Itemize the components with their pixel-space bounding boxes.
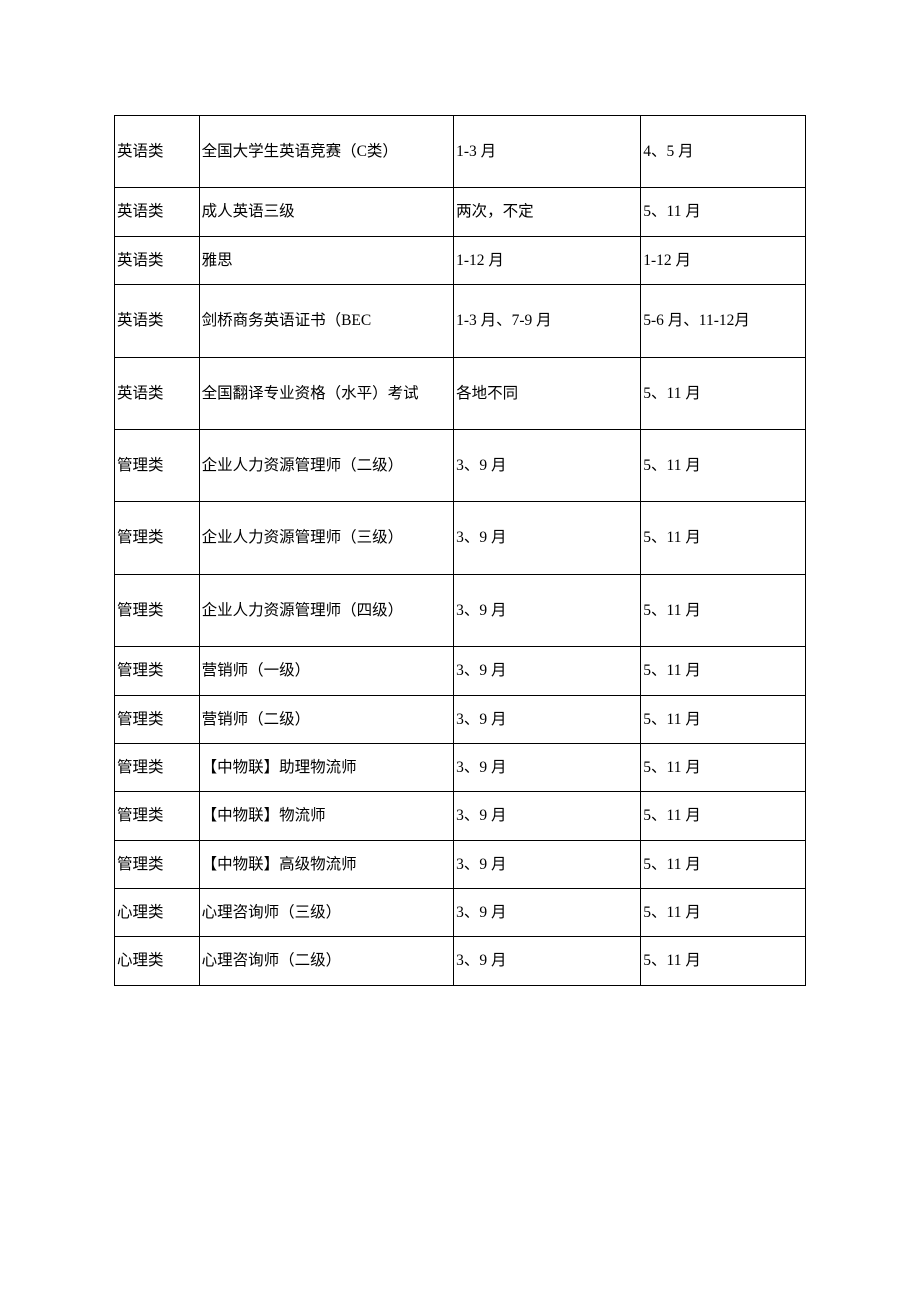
cell-registration: 3、9 月 — [454, 647, 641, 695]
cell-name: 成人英语三级 — [199, 188, 454, 236]
table-row: 心理类心理咨询师（二级）3、9 月5、11 月 — [115, 937, 806, 985]
cell-name: 营销师（一级） — [199, 647, 454, 695]
cell-category: 英语类 — [115, 357, 200, 429]
cell-exam_date: 5、11 月 — [641, 502, 806, 574]
cell-exam_date: 5、11 月 — [641, 188, 806, 236]
table-row: 英语类剑桥商务英语证书（BEC1-3 月、7-9 月5-6 月、11-12月 — [115, 285, 806, 357]
cell-name: 全国大学生英语竞赛（C类） — [199, 116, 454, 188]
cell-name: 【中物联】高级物流师 — [199, 840, 454, 888]
cell-exam_date: 5、11 月 — [641, 889, 806, 937]
page-container: 英语类全国大学生英语竞赛（C类）1-3 月4、5 月英语类成人英语三级两次，不定… — [0, 0, 920, 1101]
table-row: 英语类成人英语三级两次，不定5、11 月 — [115, 188, 806, 236]
cell-category: 心理类 — [115, 937, 200, 985]
table-row: 心理类心理咨询师（三级）3、9 月5、11 月 — [115, 889, 806, 937]
cell-registration: 1-3 月、7-9 月 — [454, 285, 641, 357]
cell-category: 管理类 — [115, 743, 200, 791]
cell-registration: 3、9 月 — [454, 502, 641, 574]
cell-registration: 3、9 月 — [454, 695, 641, 743]
cell-exam_date: 4、5 月 — [641, 116, 806, 188]
cell-name: 剑桥商务英语证书（BEC — [199, 285, 454, 357]
cell-exam_date: 5、11 月 — [641, 937, 806, 985]
cell-exam_date: 5、11 月 — [641, 695, 806, 743]
exam-table: 英语类全国大学生英语竞赛（C类）1-3 月4、5 月英语类成人英语三级两次，不定… — [114, 115, 806, 986]
table-row: 管理类企业人力资源管理师（四级）3、9 月5、11 月 — [115, 574, 806, 646]
cell-registration: 3、9 月 — [454, 937, 641, 985]
cell-exam_date: 5、11 月 — [641, 357, 806, 429]
cell-name: 【中物联】物流师 — [199, 792, 454, 840]
cell-name: 企业人力资源管理师（二级） — [199, 429, 454, 501]
cell-category: 管理类 — [115, 840, 200, 888]
cell-category: 管理类 — [115, 647, 200, 695]
cell-category: 英语类 — [115, 285, 200, 357]
cell-exam_date: 5、11 月 — [641, 574, 806, 646]
cell-category: 英语类 — [115, 116, 200, 188]
cell-registration: 各地不同 — [454, 357, 641, 429]
cell-name: 雅思 — [199, 236, 454, 284]
cell-registration: 3、9 月 — [454, 840, 641, 888]
cell-registration: 1-12 月 — [454, 236, 641, 284]
table-row: 管理类企业人力资源管理师（三级）3、9 月5、11 月 — [115, 502, 806, 574]
cell-category: 英语类 — [115, 188, 200, 236]
cell-category: 管理类 — [115, 502, 200, 574]
cell-name: 心理咨询师（二级） — [199, 937, 454, 985]
cell-registration: 3、9 月 — [454, 792, 641, 840]
table-row: 英语类全国翻译专业资格（水平）考试各地不同5、11 月 — [115, 357, 806, 429]
cell-name: 心理咨询师（三级） — [199, 889, 454, 937]
cell-category: 管理类 — [115, 429, 200, 501]
cell-exam_date: 5、11 月 — [641, 840, 806, 888]
cell-category: 英语类 — [115, 236, 200, 284]
table-row: 英语类全国大学生英语竞赛（C类）1-3 月4、5 月 — [115, 116, 806, 188]
cell-name: 【中物联】助理物流师 — [199, 743, 454, 791]
cell-exam_date: 5、11 月 — [641, 647, 806, 695]
cell-exam_date: 5、11 月 — [641, 743, 806, 791]
cell-registration: 两次，不定 — [454, 188, 641, 236]
cell-exam_date: 1-12 月 — [641, 236, 806, 284]
cell-category: 管理类 — [115, 695, 200, 743]
cell-category: 心理类 — [115, 889, 200, 937]
table-row: 管理类【中物联】高级物流师3、9 月5、11 月 — [115, 840, 806, 888]
cell-name: 企业人力资源管理师（四级） — [199, 574, 454, 646]
cell-category: 管理类 — [115, 574, 200, 646]
cell-category: 管理类 — [115, 792, 200, 840]
table-row: 管理类企业人力资源管理师（二级）3、9 月5、11 月 — [115, 429, 806, 501]
cell-registration: 3、9 月 — [454, 889, 641, 937]
table-row: 管理类【中物联】助理物流师3、9 月5、11 月 — [115, 743, 806, 791]
cell-registration: 3、9 月 — [454, 429, 641, 501]
table-row: 管理类营销师（二级）3、9 月5、11 月 — [115, 695, 806, 743]
cell-name: 全国翻译专业资格（水平）考试 — [199, 357, 454, 429]
cell-name: 营销师（二级） — [199, 695, 454, 743]
cell-name: 企业人力资源管理师（三级） — [199, 502, 454, 574]
cell-registration: 3、9 月 — [454, 574, 641, 646]
cell-exam_date: 5、11 月 — [641, 792, 806, 840]
cell-exam_date: 5-6 月、11-12月 — [641, 285, 806, 357]
table-body: 英语类全国大学生英语竞赛（C类）1-3 月4、5 月英语类成人英语三级两次，不定… — [115, 116, 806, 986]
table-row: 英语类雅思1-12 月1-12 月 — [115, 236, 806, 284]
cell-exam_date: 5、11 月 — [641, 429, 806, 501]
table-row: 管理类【中物联】物流师3、9 月5、11 月 — [115, 792, 806, 840]
table-row: 管理类营销师（一级）3、9 月5、11 月 — [115, 647, 806, 695]
cell-registration: 3、9 月 — [454, 743, 641, 791]
cell-registration: 1-3 月 — [454, 116, 641, 188]
